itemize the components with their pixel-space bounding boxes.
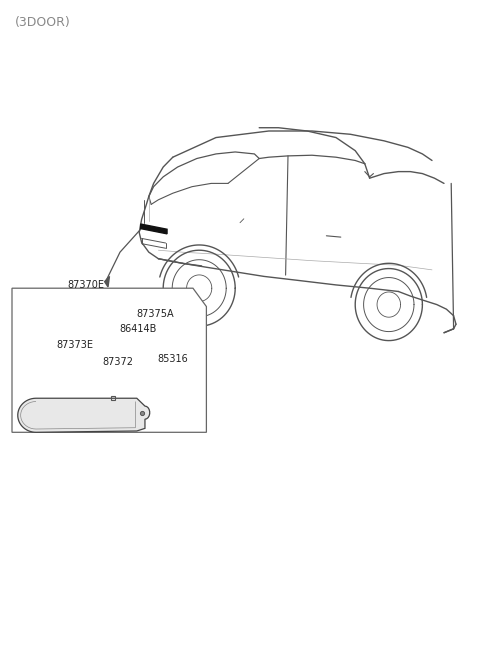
Text: 87372: 87372 [102,356,133,367]
Polygon shape [18,398,150,432]
Text: 86414B: 86414B [119,324,156,334]
Text: 87373E: 87373E [57,340,94,350]
Text: 85316: 85316 [157,354,188,364]
Text: 87370E: 87370E [67,280,104,290]
Polygon shape [12,288,206,432]
Text: 87375A: 87375A [137,309,174,320]
Polygon shape [105,276,109,287]
Text: (3DOOR): (3DOOR) [14,16,70,29]
Polygon shape [141,224,167,234]
